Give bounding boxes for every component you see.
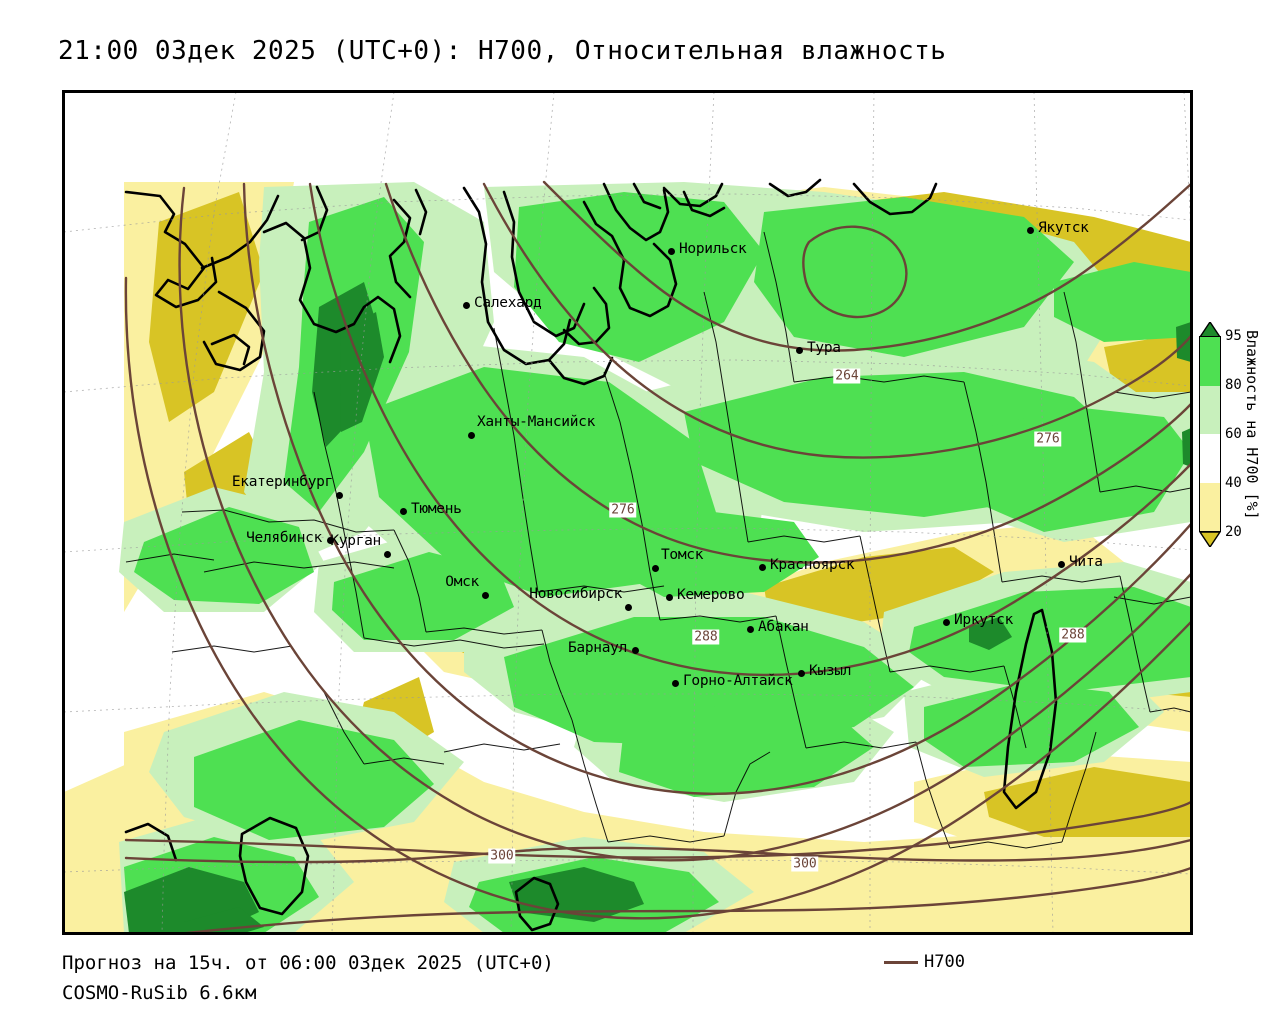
h700-legend-label: H700 — [924, 952, 965, 972]
colorbar-tick-40: 40 — [1225, 475, 1242, 491]
contour-label: 300 — [488, 848, 516, 864]
colorbar-band-20-40 — [1200, 482, 1220, 531]
contour-label: 264 — [833, 368, 861, 384]
weather-map: Якутск Норильск Салехард Тура Ханты-Мансийск… — [62, 90, 1193, 935]
city-label: Кемерово — [677, 587, 745, 603]
city-label: Томск — [661, 547, 704, 563]
city-label: Кызыл — [809, 663, 852, 679]
city-dot-icon — [624, 603, 632, 611]
city-label: Барнаул — [567, 640, 627, 656]
contour-label: 288 — [1059, 627, 1087, 643]
city-dot-icon — [399, 507, 407, 515]
city-label: Горно-Алтайск — [683, 673, 793, 689]
city-dot-icon — [942, 618, 950, 626]
coastline — [124, 178, 1058, 932]
city-dot-icon — [671, 679, 679, 687]
forecast-info: Прогноз на 15ч. от 06:00 03дек 2025 (UTC… — [62, 952, 554, 974]
humidity-band-80-95 — [124, 192, 1191, 933]
city-label: Красноярск — [770, 557, 855, 573]
city-dot-icon — [795, 346, 803, 354]
city-label: Екатеринбург — [231, 474, 333, 490]
h700-line-swatch-icon — [884, 960, 918, 964]
colorbar-tick-60: 60 — [1225, 426, 1242, 442]
colorbar-cap-bottom — [1199, 532, 1221, 547]
contour-label: 276 — [1034, 431, 1062, 447]
contour-label: 300 — [791, 856, 819, 872]
colorbar-tick-80: 80 — [1225, 377, 1242, 393]
city-label: Ханты-Мансийск — [477, 414, 596, 430]
contour-label: 276 — [609, 502, 637, 518]
city-label: Челябинск — [246, 530, 322, 546]
colorbar-axis-label: Влажность на H700 [%] — [1243, 330, 1261, 520]
city-dot-icon — [651, 564, 659, 572]
region-borders — [125, 231, 1191, 849]
city-label: Норильск — [679, 241, 747, 257]
city-label: Якутск — [1038, 220, 1089, 236]
city-label: Абакан — [758, 619, 809, 635]
city-label: Новосибирск — [529, 586, 622, 602]
colorbar-band-80-95 — [1200, 337, 1220, 386]
city-label: Омск — [445, 574, 479, 590]
city-label: Тура — [807, 340, 841, 356]
city-label: Салехард — [474, 295, 542, 311]
colorbar-band-40-60 — [1200, 434, 1220, 483]
colorbar-tick-20: 20 — [1225, 524, 1242, 540]
city-dot-icon — [797, 669, 805, 677]
city-label: Иркутск — [954, 612, 1014, 628]
city-dot-icon — [665, 593, 673, 601]
city-label: Курган — [330, 533, 381, 549]
colorbar-body — [1199, 336, 1221, 532]
colorbar-tick-95: 95 — [1225, 328, 1242, 344]
city-dot-icon — [326, 536, 334, 544]
h700-legend: H700 — [884, 952, 965, 972]
city-dot-icon — [631, 646, 639, 654]
city-dot-icon — [746, 625, 754, 633]
model-info: COSMO-RuSib 6.6км — [62, 982, 257, 1004]
city-dot-icon — [1026, 226, 1034, 234]
city-dot-icon — [758, 563, 766, 571]
city-label: Тюмень — [411, 501, 462, 517]
city-dot-icon — [467, 431, 475, 439]
colorbar-band-60-80 — [1200, 385, 1220, 434]
city-dot-icon — [481, 591, 489, 599]
page-title: 21:00 03дек 2025 (UTC+0): H700, Относите… — [58, 36, 947, 66]
colorbar-cap-top — [1199, 322, 1221, 337]
city-dot-icon — [667, 247, 675, 255]
city-dot-icon — [1057, 560, 1065, 568]
city-dot-icon — [462, 301, 470, 309]
city-dot-icon — [383, 550, 391, 558]
colorbar: 95 80 60 40 20 — [1199, 322, 1242, 547]
h700-contours — [124, 180, 1191, 933]
city-dot-icon — [335, 491, 343, 499]
map-canvas — [64, 92, 1191, 933]
city-label: Чита — [1069, 554, 1103, 570]
contour-label: 288 — [692, 629, 720, 645]
